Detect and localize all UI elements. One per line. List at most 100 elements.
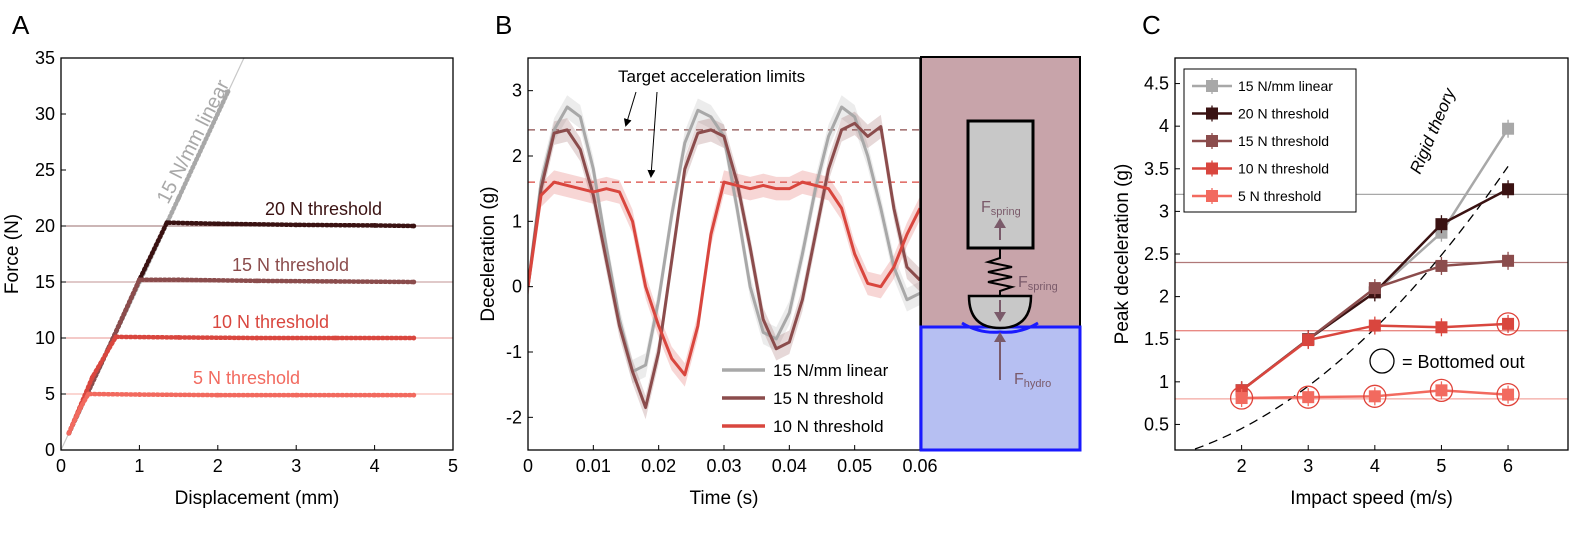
data-point: [176, 195, 182, 201]
data-point: [411, 392, 417, 398]
legend-label: 5 N threshold: [1238, 188, 1321, 204]
bottomed-out-legend-label: = Bottomed out: [1402, 352, 1525, 372]
y-axis-label: Peak deceleration (g): [1112, 164, 1133, 345]
data-point: [225, 89, 231, 94]
data-point: [137, 277, 142, 283]
x-tick-label: 0.04: [772, 456, 807, 476]
data-marker: [1435, 321, 1448, 334]
y-tick-label: 20: [35, 216, 55, 236]
x-tick-label: 0.03: [706, 456, 741, 476]
data-marker: [1502, 388, 1515, 401]
data-marker: [1502, 317, 1515, 330]
bottomed-out-marker: [1429, 378, 1454, 402]
y-tick-label: 1: [512, 211, 522, 231]
legend-label: 10 N threshold: [1238, 161, 1329, 177]
bottomed-out-marker: [1496, 312, 1520, 336]
legend-label: 15 N threshold: [1238, 133, 1329, 149]
panel-letter-b: B: [495, 10, 512, 40]
x-tick-label: 1: [134, 456, 144, 476]
x-tick-label: 5: [1436, 456, 1446, 476]
y-tick-label: 1.5: [1144, 329, 1169, 349]
y-axis-label: Deceleration (g): [478, 186, 499, 321]
data-point: [372, 392, 377, 398]
x-tick-label: 0.06: [902, 456, 937, 476]
y-tick-label: 4: [1159, 116, 1169, 136]
legend-marker: [1206, 80, 1218, 92]
y-tick-label: 0: [45, 440, 55, 460]
y-tick-label: 0: [512, 277, 522, 297]
data-point: [215, 392, 221, 398]
data-point: [411, 279, 417, 285]
series-line: [66, 391, 417, 436]
data-point: [66, 430, 72, 436]
x-tick-label: 0.02: [641, 456, 676, 476]
force-arrowhead: [994, 332, 1006, 342]
annotation-linear: 15 N/mm linear: [153, 76, 234, 207]
bottomed-out-marker: [1496, 382, 1520, 407]
data-marker: [1435, 259, 1448, 272]
x-tick-label: 6: [1503, 456, 1513, 476]
plot-area-c: [1175, 119, 1568, 450]
chart-b: 0 0.01 0.02 0.03 0.04 0.05 0.06 -2 -1 0 1 2 3 Time (s…: [478, 56, 1082, 509]
label-subscript: spring: [991, 206, 1021, 218]
y-tick-label: 5: [45, 384, 55, 404]
data-point: [176, 277, 182, 283]
data-marker: [1302, 391, 1315, 404]
data-point: [411, 335, 417, 341]
x-tick-label: 4: [1370, 456, 1380, 476]
force-arrowhead: [994, 312, 1006, 322]
series-line: [66, 277, 417, 436]
y-tick-label: 0.5: [1144, 414, 1169, 434]
data-marker: [1502, 122, 1515, 135]
x-axis-label: Time (s): [690, 488, 759, 509]
plot-area-a: [61, 58, 417, 450]
bottomed-out-legend-symbol: [1369, 348, 1395, 374]
annotation-target: Target acceleration limits: [618, 67, 805, 86]
legend: 15 N/mm linear 20 N threshold 15 N thresho…: [1183, 68, 1357, 213]
series-core: [67, 278, 414, 434]
bottomed-out-marker: [1296, 385, 1320, 409]
bottomed-out-marker: [1229, 386, 1254, 410]
force-arrowhead: [994, 218, 1006, 228]
legend-label: 15 N threshold: [773, 389, 884, 408]
data-point: [333, 279, 338, 284]
data-point: [372, 223, 377, 228]
y-tick-label: 3: [512, 81, 522, 101]
panel-letter-a: A: [12, 10, 30, 40]
x-tick-label: 3: [1303, 456, 1313, 476]
annotation-15n: 15 N threshold: [232, 255, 349, 275]
x-tick-label: 0: [523, 456, 533, 476]
data-marker: [1235, 392, 1248, 405]
rigid-theory-curve: [1194, 166, 1509, 450]
data-marker: [1502, 183, 1515, 196]
data-point: [176, 335, 182, 340]
series-core: [67, 393, 414, 434]
annotation-arrow: [623, 91, 637, 127]
x-tick-label: 0.05: [837, 456, 872, 476]
x-tick-label: 3: [291, 456, 301, 476]
data-point: [293, 222, 299, 228]
x-tick-label: 4: [370, 456, 380, 476]
label-subscript: spring: [1028, 281, 1058, 293]
rigid-theory-label: Rigid theory: [1406, 84, 1460, 176]
legend-marker: [1206, 190, 1218, 202]
series-band: [528, 170, 920, 387]
data-point: [333, 335, 338, 341]
legend-marker: [1206, 162, 1218, 175]
spring: [984, 248, 1016, 296]
x-axis-label: Displacement (mm): [175, 488, 340, 509]
data-point: [254, 335, 260, 341]
data-point: [137, 392, 142, 397]
x-tick-label: 5: [448, 456, 458, 476]
legend-label: 20 N threshold: [1238, 106, 1329, 122]
y-tick-label: 10: [35, 328, 55, 348]
y-tick-label: 30: [35, 104, 55, 124]
y-tick-label: 3.5: [1144, 159, 1169, 179]
data-point: [78, 405, 83, 410]
y-tick-label: 2: [512, 146, 522, 166]
data-point: [215, 221, 221, 227]
data-point: [293, 392, 299, 398]
data-point: [113, 334, 119, 340]
